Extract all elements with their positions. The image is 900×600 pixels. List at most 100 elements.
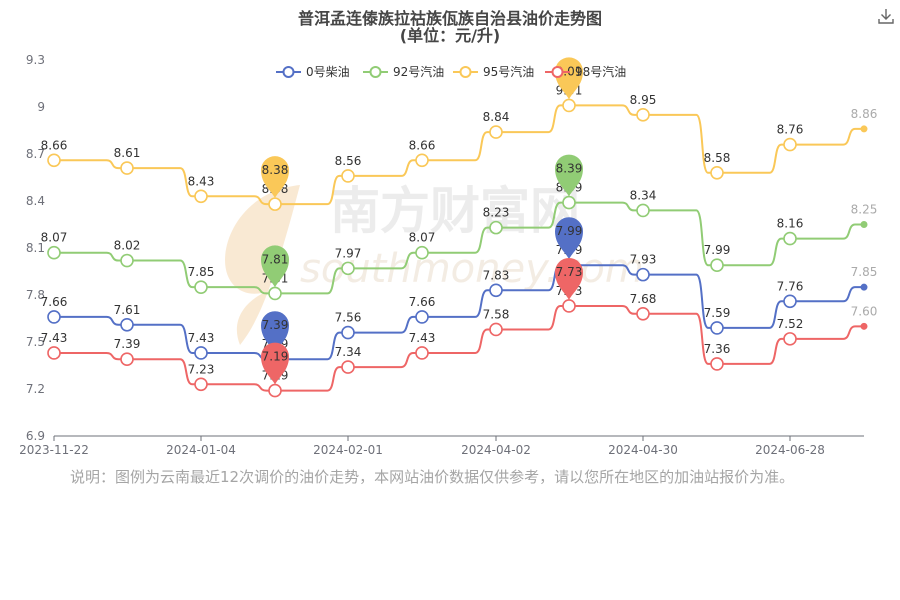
data-point: [860, 221, 868, 228]
data-point: [341, 169, 355, 183]
series-line: [54, 104, 864, 206]
y-tick-label: 7.5: [26, 335, 45, 349]
pin-label: 8.39: [556, 162, 583, 176]
legend-marker: [282, 66, 295, 78]
data-label: 7.58: [483, 307, 510, 321]
data-point: [194, 377, 208, 392]
legend-label: 98号汽油: [575, 64, 626, 79]
data-point: [194, 280, 208, 294]
data-point: [489, 283, 503, 298]
series-line: [54, 304, 864, 392]
data-label: 7.68: [630, 292, 657, 306]
pin-label: 7.19: [262, 350, 289, 364]
data-label: 8.34: [630, 188, 657, 202]
x-tick-label: 2024-06-28: [755, 443, 825, 457]
y-tick-label: 7.2: [26, 382, 45, 396]
data-point: [636, 306, 650, 321]
y-tick-label: 9: [37, 100, 45, 114]
legend-label: 92号汽油: [393, 64, 444, 79]
data-label: 8.25: [851, 203, 878, 217]
data-label: 7.43: [409, 331, 436, 345]
data-point: [415, 153, 429, 168]
data-point: [636, 108, 650, 122]
data-label: 7.99: [704, 243, 731, 257]
data-point: [636, 267, 650, 282]
pin-shape: [261, 342, 289, 385]
data-label: 8.84: [483, 110, 510, 124]
data-label: 8.23: [483, 206, 510, 220]
data-label: 8.07: [409, 231, 436, 245]
data-point: [489, 220, 503, 235]
data-point: [341, 325, 355, 340]
data-point: [47, 153, 61, 168]
data-label: 7.34: [335, 345, 362, 359]
download-icon[interactable]: [876, 6, 896, 26]
x-tick-label: 2024-02-01: [313, 443, 383, 457]
pin-shape: [261, 156, 289, 199]
data-point: [415, 346, 429, 360]
data-label: 8.76: [777, 123, 804, 137]
data-label: 7.59: [704, 306, 731, 320]
y-tick-label: 8.1: [26, 241, 45, 255]
data-point: [120, 253, 134, 268]
data-point: [860, 283, 868, 291]
legend: 0号柴油 92号汽油 95号汽油 98号汽油: [276, 64, 626, 79]
watermark-cn: 南方财富网: [330, 182, 580, 240]
data-point: [47, 245, 61, 260]
data-label: 7.23: [188, 362, 215, 376]
data-label: 8.61: [114, 146, 141, 160]
extreme-pins: 7.997.398.397.819.018.387.737.19: [261, 57, 583, 385]
data-point: [268, 197, 282, 211]
data-point: [47, 310, 61, 324]
data-point: [120, 317, 134, 332]
data-point: [341, 261, 355, 276]
data-point: [489, 125, 503, 139]
series-lines: [47, 98, 868, 398]
data-label: 7.85: [188, 265, 215, 279]
data-point: [636, 203, 650, 218]
pin-shape: [261, 245, 289, 288]
pin-label: 7.39: [262, 318, 289, 332]
y-tick-label: 9.3: [26, 53, 45, 67]
data-point: [415, 245, 429, 260]
legend-label: 0号柴油: [306, 65, 350, 79]
x-tick-label: 2024-01-04: [166, 443, 236, 457]
data-point: [710, 166, 724, 180]
y-tick-label: 8.4: [26, 194, 45, 208]
data-label: 8.58: [704, 151, 731, 165]
pin-marker: 7.73: [555, 257, 583, 300]
data-point: [710, 258, 724, 273]
data-point: [710, 321, 724, 335]
y-tick-label: 7.8: [26, 288, 45, 302]
data-point: [489, 322, 503, 337]
data-point: [194, 346, 208, 360]
data-point: [415, 310, 429, 324]
pin-shape: [555, 257, 583, 300]
data-label: 8.02: [114, 239, 141, 253]
x-tick-label: 2024-04-02: [461, 443, 531, 457]
data-label: 7.61: [114, 303, 141, 317]
x-tick-label: 2023-11-22: [19, 443, 89, 457]
chart-title: 普洱孟连傣族拉祜族佤族自治县油价走势图: [297, 9, 602, 28]
pin-shape: [555, 154, 583, 197]
pin-marker: 7.81: [261, 245, 289, 288]
data-point: [783, 137, 797, 152]
pin-marker: 7.99: [555, 217, 583, 260]
series-line: [54, 264, 864, 361]
data-label: 8.66: [41, 138, 68, 152]
legend-marker: [551, 66, 564, 78]
legend-label: 95号汽油: [483, 64, 534, 79]
axes: 6.9 7.2 7.5 7.8 8.1 8.4 8.7 9 9.3 2023-11-22 2024-…: [19, 53, 864, 457]
series-line: [54, 201, 864, 295]
pin-label: 8.38: [262, 163, 289, 177]
pin-shape: [555, 57, 583, 100]
pin-label: 7.81: [262, 252, 289, 266]
y-tick-label: 8.7: [26, 147, 45, 161]
data-label: 7.36: [704, 342, 731, 356]
data-label: 8.16: [777, 217, 804, 231]
pin-marker: 7.39: [261, 311, 289, 354]
data-point: [710, 357, 724, 371]
data-point: [120, 352, 134, 367]
y-tick-label: 6.9: [26, 429, 45, 443]
